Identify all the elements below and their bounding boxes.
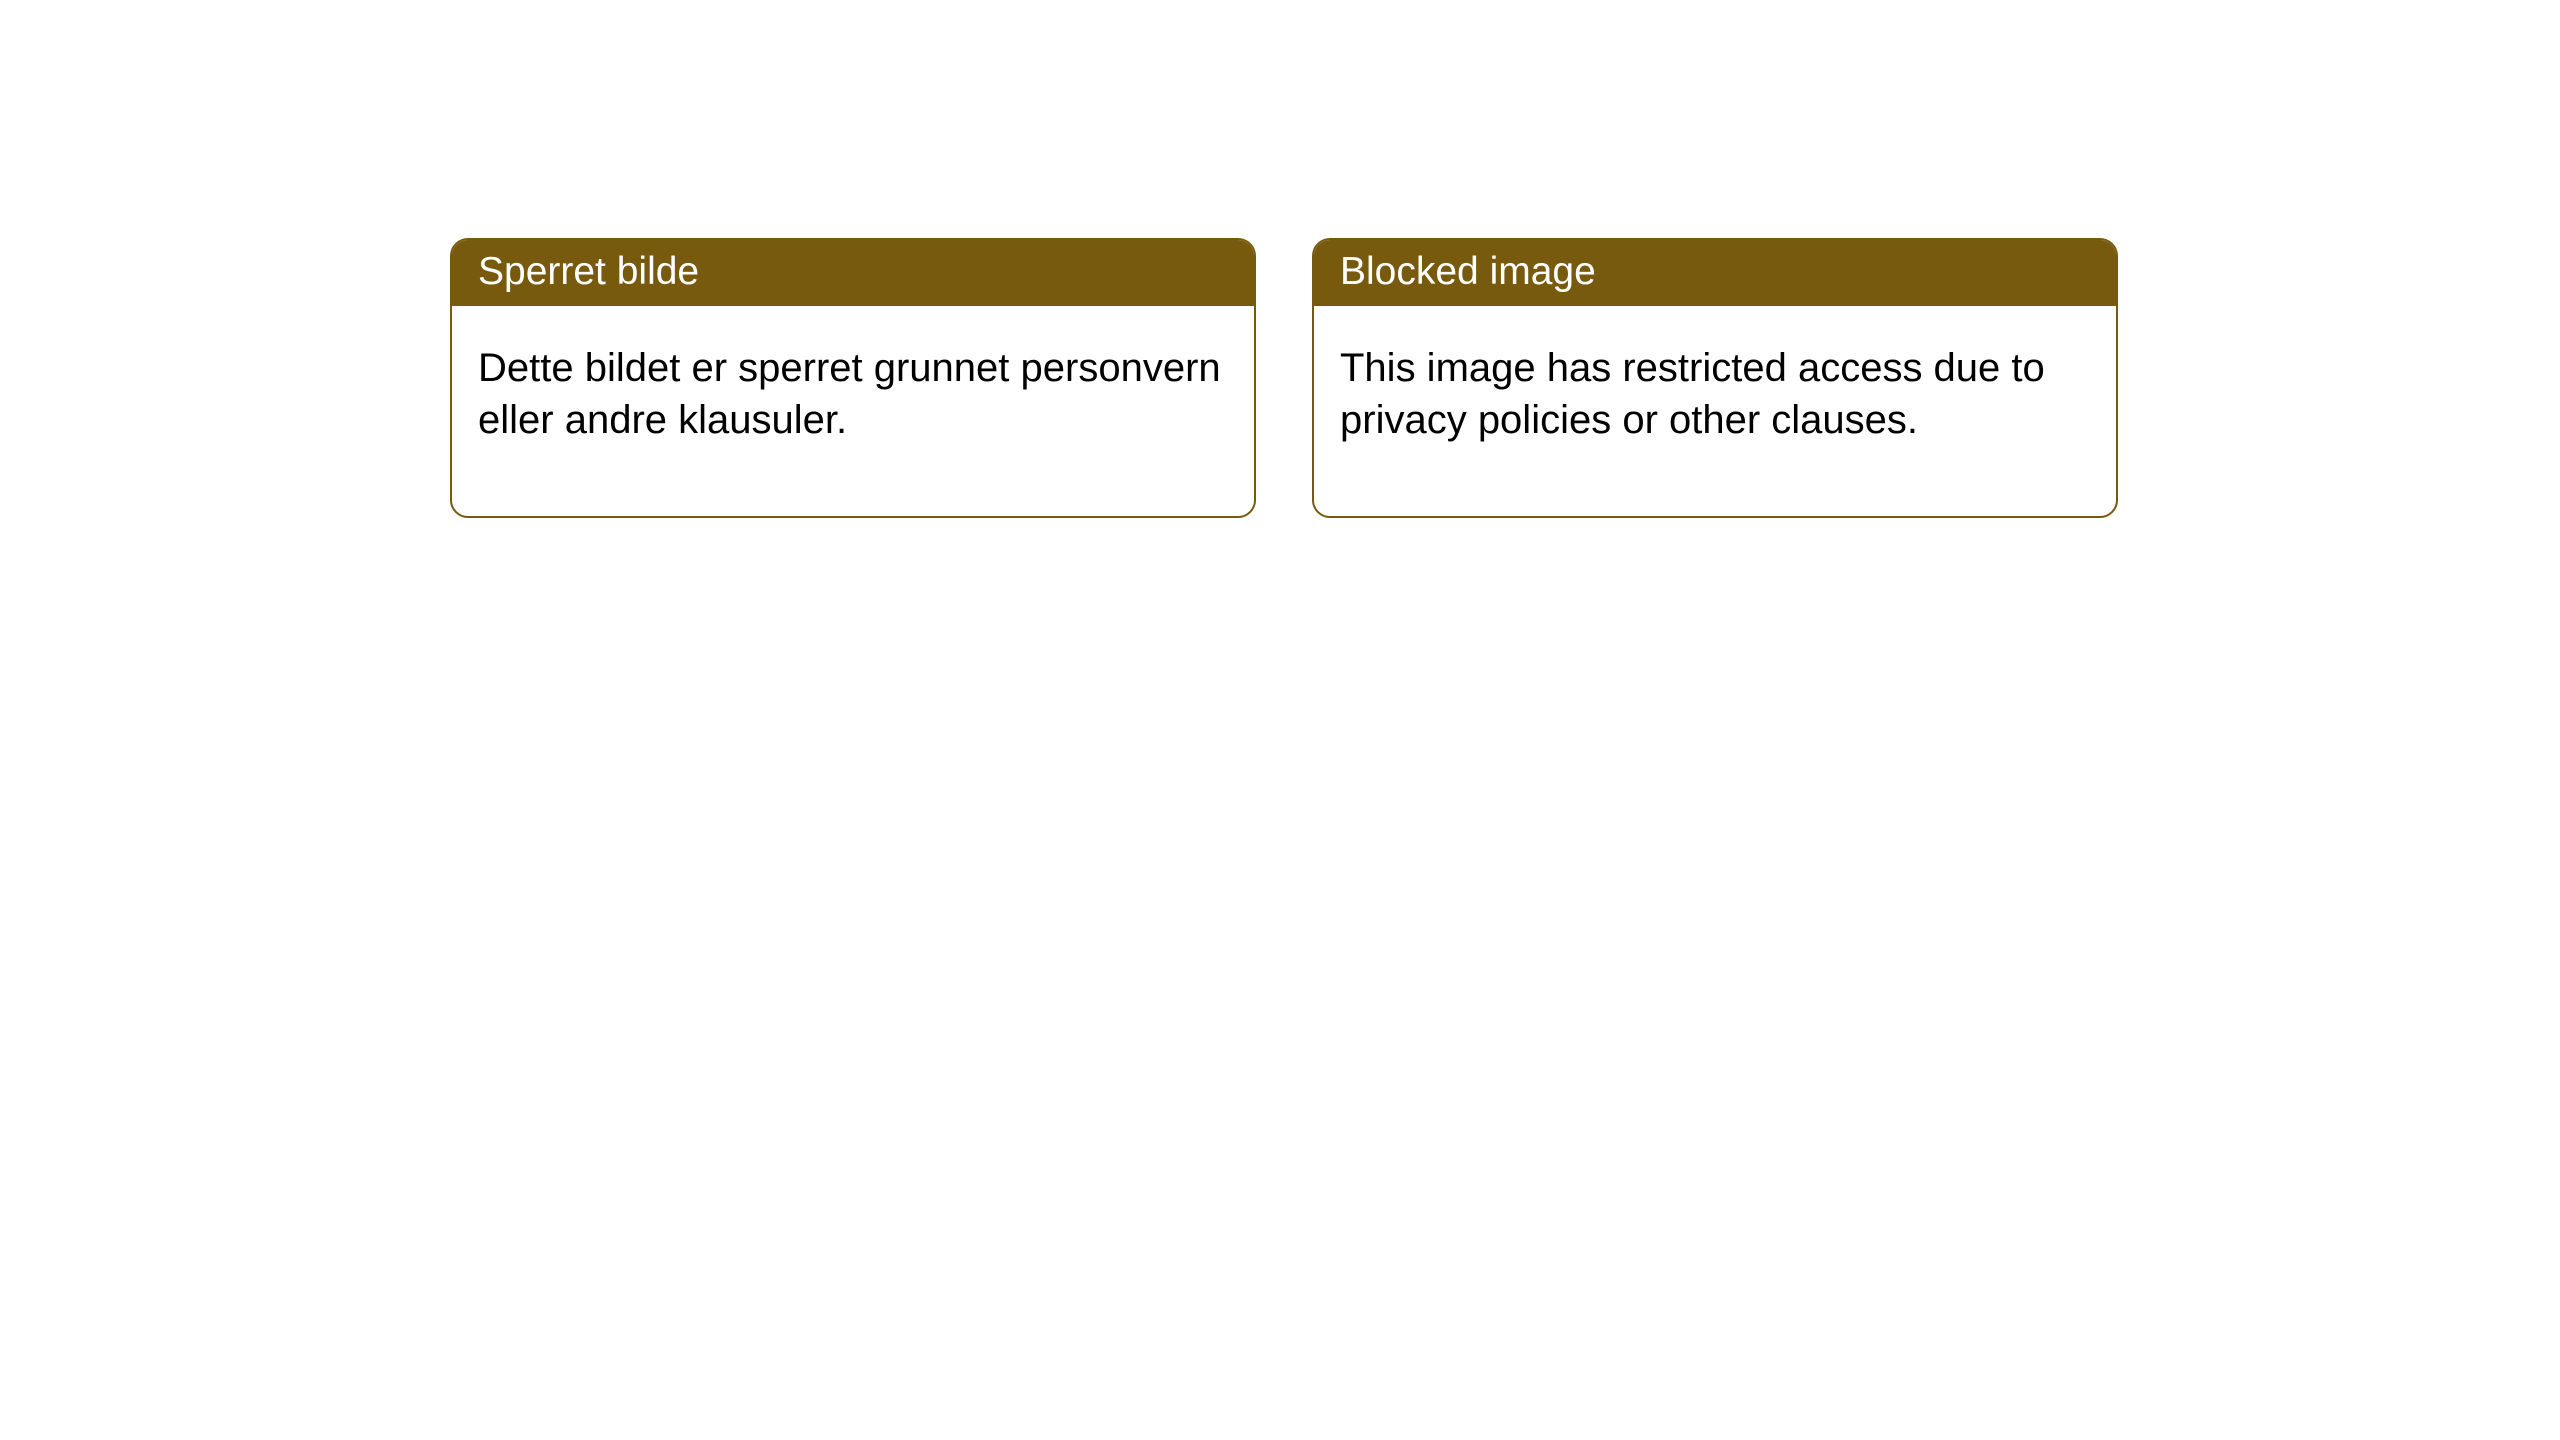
notice-body-no: Dette bildet er sperret grunnet personve… <box>452 306 1254 516</box>
notice-body-en: This image has restricted access due to … <box>1314 306 2116 516</box>
notice-container: Sperret bilde Dette bildet er sperret gr… <box>0 0 2560 518</box>
notice-header-no: Sperret bilde <box>452 240 1254 306</box>
notice-card-en: Blocked image This image has restricted … <box>1312 238 2118 518</box>
notice-card-no: Sperret bilde Dette bildet er sperret gr… <box>450 238 1256 518</box>
notice-header-en: Blocked image <box>1314 240 2116 306</box>
